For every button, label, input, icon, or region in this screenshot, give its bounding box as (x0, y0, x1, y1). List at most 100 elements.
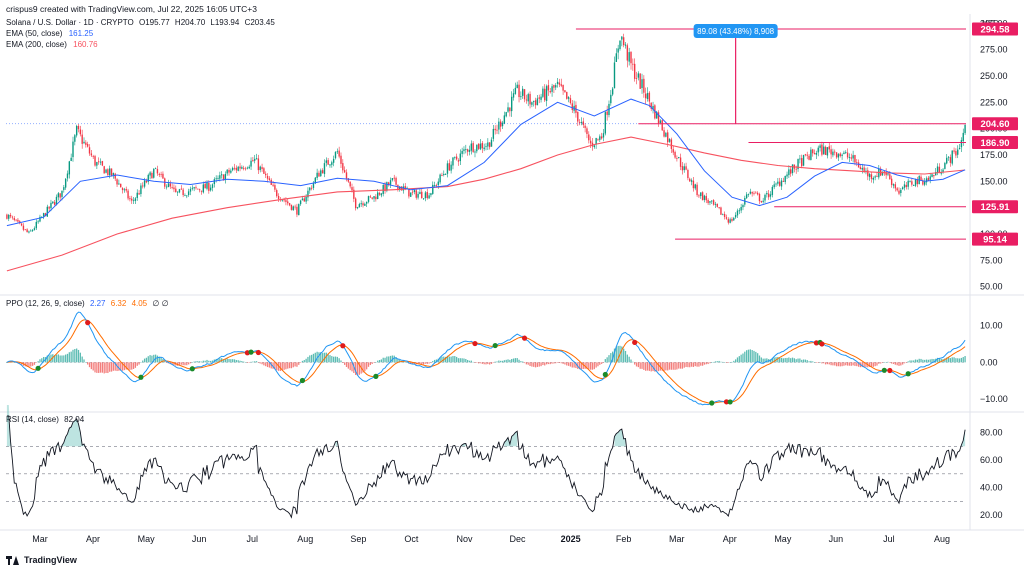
ppo-histogram-bar (813, 362, 816, 363)
ppo-histogram-bar (197, 361, 199, 363)
candle-body (520, 96, 522, 98)
candle-body (738, 210, 741, 212)
ppo-histogram-bar (395, 357, 397, 363)
ppo-bear-cross-dot (340, 343, 346, 349)
candle-body (692, 180, 695, 189)
ppo-histogram-bar (165, 362, 168, 363)
candle-body (617, 48, 619, 53)
ppo-histogram-bar (896, 362, 898, 366)
ema50-value: 161.25 (68, 29, 94, 38)
candle-body (753, 192, 755, 194)
candle-body (850, 157, 852, 159)
ppo-histogram-bar (889, 362, 891, 363)
ppo-histogram-bar (472, 361, 474, 363)
price-tag: 125.91 (980, 202, 1010, 213)
candle-body (189, 188, 192, 192)
candle-body (314, 177, 316, 184)
ppo-histogram-bar (683, 362, 685, 368)
ppo-histogram-bar (808, 361, 810, 363)
ppo-histogram-bar (589, 362, 592, 370)
ppo-histogram-bar (793, 358, 796, 363)
ppo-histogram-bar (650, 362, 652, 372)
candle-body (298, 204, 300, 216)
candle-body (912, 185, 915, 186)
candle-body (749, 191, 752, 194)
ppo-histogram-bar (85, 362, 87, 363)
candle-body (191, 187, 194, 189)
x-axis-label: May (774, 534, 792, 544)
ppo-bull-cross-dot (35, 365, 41, 371)
ppo-histogram-bar (94, 362, 96, 373)
price-tag: 95.14 (983, 234, 1007, 245)
candle-body (209, 187, 212, 191)
ppo-histogram-bar (711, 362, 713, 363)
candle-body (843, 152, 845, 155)
ppo-histogram-bar (50, 354, 52, 363)
ppo-histogram-bar (593, 362, 595, 370)
ppo-histogram-bar (147, 356, 149, 363)
candle-body (747, 194, 750, 195)
ppo-histogram-bar (199, 361, 201, 363)
candle-body (775, 183, 777, 185)
candle-body (444, 174, 447, 175)
ppo-pane (6, 311, 966, 406)
ppo-histogram-bar (567, 362, 570, 366)
candle-body (700, 192, 702, 197)
candle-body (254, 158, 256, 161)
candle-body (198, 189, 201, 191)
candle-body (870, 174, 873, 179)
candle-body (129, 198, 131, 200)
candle-body (534, 100, 537, 106)
candle-body (580, 122, 583, 124)
ppo-histogram-bar (516, 358, 518, 363)
ppo-histogram-bar (692, 362, 695, 367)
ppo-histogram-bar (951, 357, 953, 363)
candle-body (208, 183, 210, 191)
candle-body (635, 78, 638, 79)
ppo-histogram-bar (786, 357, 788, 363)
ppo-histogram-bar (960, 357, 963, 363)
candle-body (312, 182, 315, 188)
candle-body (931, 174, 933, 177)
candle-body (15, 219, 17, 221)
ppo-histogram-bar (347, 362, 349, 369)
candle-body (564, 90, 566, 93)
candle-body (347, 178, 350, 182)
rsi-legend: RSI (14, close) 82.04 (6, 415, 84, 424)
candle-body (173, 187, 175, 190)
candle-body (33, 228, 36, 230)
candle-body (103, 166, 105, 174)
ppo-histogram-bar (345, 362, 348, 367)
ppo-histogram-bar (852, 362, 854, 366)
candle-body (301, 198, 304, 201)
candle-body (790, 169, 792, 174)
ppo-histogram-bar (857, 362, 860, 367)
candle-body (729, 219, 731, 223)
ppo-histogram-bar (422, 362, 425, 365)
ppo-histogram-bar (595, 362, 597, 368)
candle-body (558, 82, 561, 85)
candle-body (406, 187, 408, 189)
candle-body (905, 185, 908, 188)
candle-body (138, 193, 140, 195)
candle-body (70, 157, 72, 161)
candle-body (540, 96, 542, 100)
candle-body (287, 201, 289, 204)
ppo-histogram-bar (865, 362, 867, 367)
candle-body (577, 111, 579, 122)
ppo-histogram-bar (356, 362, 359, 376)
candle-body (494, 128, 496, 131)
candle-body (466, 149, 469, 152)
ppo-histogram-bar (518, 359, 520, 363)
candle-body (272, 184, 274, 186)
candle-body (53, 202, 56, 205)
ppo-histogram-bar (916, 359, 918, 363)
ppo-histogram-bar (707, 362, 709, 365)
ppo-histogram-bar (496, 361, 498, 363)
ppo-histogram-bar (687, 362, 689, 368)
candle-body (443, 173, 445, 175)
candle-body (125, 188, 127, 191)
ppo-histogram-bar (819, 362, 821, 363)
candle-body (127, 190, 129, 199)
